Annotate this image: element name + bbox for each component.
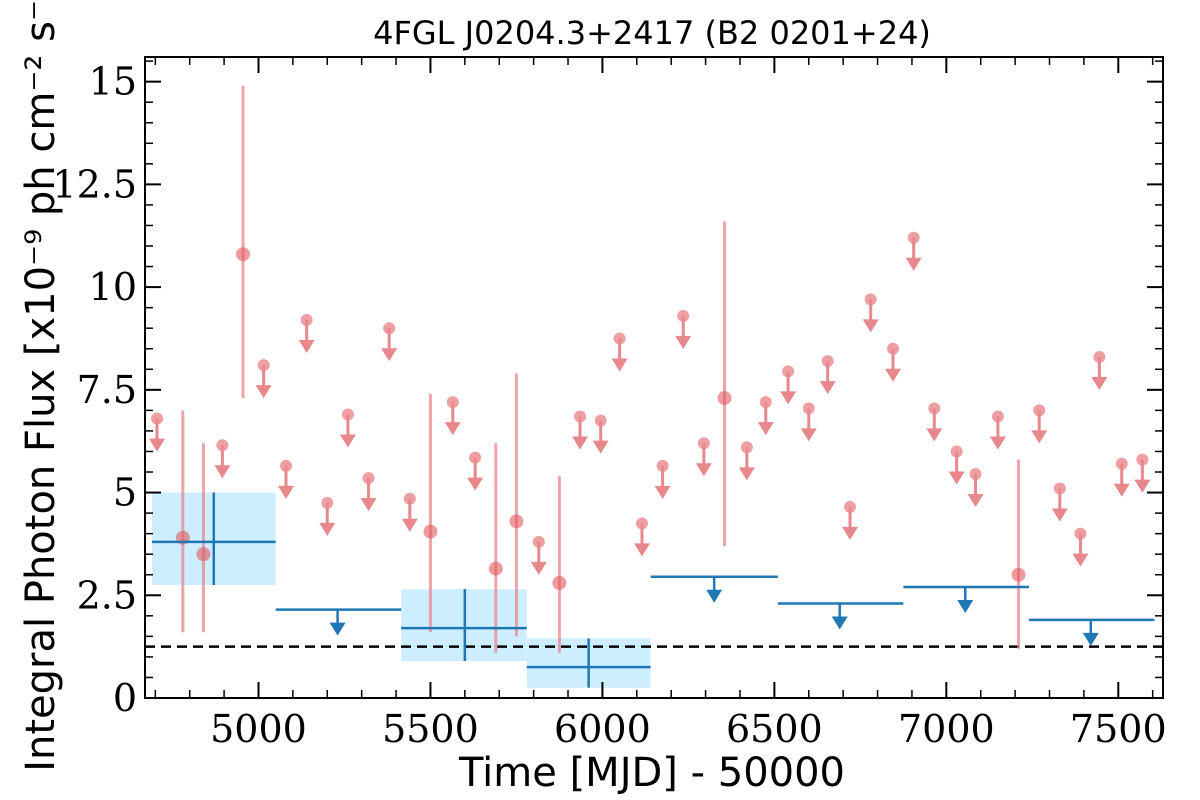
short-bin-upper-limit-arrow: [572, 436, 589, 450]
plot-area: 5000 5500 6000 6500 7000 7500 0 2.5 5 7.5 10 12.5 15: [52, 56, 1167, 751]
long-bin-upper-limit-arrow: [1082, 632, 1099, 646]
short-bin-upper-limit-arrow: [780, 391, 797, 405]
short-bin-point: [509, 514, 524, 529]
short-bin-upper-limit-arrow: [611, 358, 628, 372]
short-bin-upper-limit-arrow: [1072, 553, 1089, 567]
short-bin-upper-limit-arrow: [1031, 430, 1048, 444]
y-tick-label: 0: [113, 676, 137, 720]
short-bin-upper-limit-arrow: [381, 348, 398, 362]
short-bin-upper-limit-arrow: [948, 471, 965, 485]
x-tick-label: 6000: [554, 707, 651, 751]
long-bin-upper-limit-arrow: [957, 600, 974, 614]
short-bin-upper-limit-arrow: [401, 518, 418, 532]
short-bin-upper-limit-arrow: [298, 339, 315, 353]
short-bin-upper-limit-arrow: [360, 498, 377, 512]
x-tick-label: 7500: [1070, 707, 1167, 751]
plot-frame: [144, 56, 1164, 699]
data-layer: [145, 85, 1163, 688]
short-bin-upper-limit-arrow: [800, 428, 817, 442]
short-bin-upper-limit-arrow: [1091, 376, 1108, 390]
y-tick-label: 12.5: [52, 162, 137, 206]
long-bin-upper-limit-arrow: [831, 616, 848, 630]
x-tick-label: 5500: [382, 707, 479, 751]
y-tick-label: 15: [89, 60, 137, 104]
short-bin-upper-limit-arrow: [757, 422, 774, 436]
x-axis-label: Time [MJD] - 50000: [458, 750, 845, 796]
short-bin-upper-limit-arrow: [255, 385, 272, 399]
short-bin-upper-limit-arrow: [885, 368, 902, 382]
short-bin-point: [1011, 567, 1026, 582]
x-tick-label: 5000: [210, 707, 307, 751]
long-bin-upper-limit-arrow: [706, 589, 723, 603]
short-bin-point: [423, 524, 438, 539]
y-tick-label: 2.5: [77, 573, 137, 617]
short-bin-point: [717, 391, 732, 406]
short-bin-upper-limit-arrow: [738, 467, 755, 481]
short-bin-upper-limit-arrow: [675, 335, 692, 349]
short-bin-point: [236, 247, 251, 262]
y-tick-label: 7.5: [77, 368, 137, 412]
short-bin-upper-limit-arrow: [467, 477, 484, 491]
short-bin-upper-limit-arrow: [339, 434, 356, 448]
short-bin-upper-limit-arrow: [695, 463, 712, 477]
short-bin-upper-limit-arrow: [862, 319, 879, 333]
axis-ticks: 5000 5500 6000 6500 7000 7500 0 2.5 5 7.5 10 12.5 15: [52, 57, 1167, 751]
x-tick-label: 6500: [726, 707, 823, 751]
short-bin-upper-limit-arrow: [1134, 479, 1151, 493]
short-bin-upper-limit-arrow: [989, 436, 1006, 450]
short-bin-upper-limit-arrow: [444, 422, 461, 436]
short-bin-upper-limit-arrow: [967, 494, 984, 508]
short-bin-upper-limit-arrow: [149, 438, 166, 452]
long-bin-upper-limit-arrow: [329, 622, 346, 636]
y-tick-label: 10: [89, 265, 137, 309]
short-bin-upper-limit-arrow: [530, 561, 547, 575]
short-bin-upper-limit-arrow: [905, 257, 922, 271]
short-bin-upper-limit-arrow: [319, 522, 336, 536]
short-bin-upper-limit-arrow: [278, 485, 295, 499]
short-bin-point: [552, 575, 567, 590]
short-bin-upper-limit-arrow: [214, 465, 231, 479]
short-bin-upper-limit-arrow: [1113, 483, 1130, 497]
short-bin-upper-limit-arrow: [654, 485, 671, 499]
x-tick-label: 7000: [898, 707, 995, 751]
y-axis-label: Integral Photon Flux [x10⁻⁹ ph cm⁻² s⁻¹]: [18, 0, 64, 772]
short-bin-point: [488, 561, 503, 576]
short-bin-upper-limit-arrow: [592, 440, 609, 454]
short-bin-upper-limit-arrow: [1051, 508, 1068, 522]
short-bin-upper-limit-arrow: [926, 428, 943, 442]
short-bin-point: [196, 547, 211, 562]
chart-title: 4FGL J0204.3+2417 (B2 0201+24): [373, 14, 931, 52]
short-bin-upper-limit-arrow: [842, 526, 859, 540]
short-bin-upper-limit-arrow: [633, 543, 650, 557]
short-bin-upper-limit-arrow: [819, 381, 836, 395]
y-tick-label: 5: [113, 471, 137, 515]
